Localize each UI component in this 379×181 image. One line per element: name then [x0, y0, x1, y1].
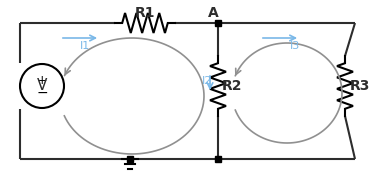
Text: R1: R1 — [135, 6, 155, 20]
Text: A: A — [208, 6, 218, 20]
Text: V: V — [37, 79, 47, 94]
Text: I1: I1 — [80, 41, 90, 51]
Text: I2: I2 — [202, 76, 212, 86]
Text: +: + — [37, 73, 47, 87]
Text: R3: R3 — [350, 79, 370, 93]
Text: −: − — [36, 86, 48, 100]
Text: R2: R2 — [222, 79, 242, 93]
Text: I3: I3 — [290, 41, 300, 51]
